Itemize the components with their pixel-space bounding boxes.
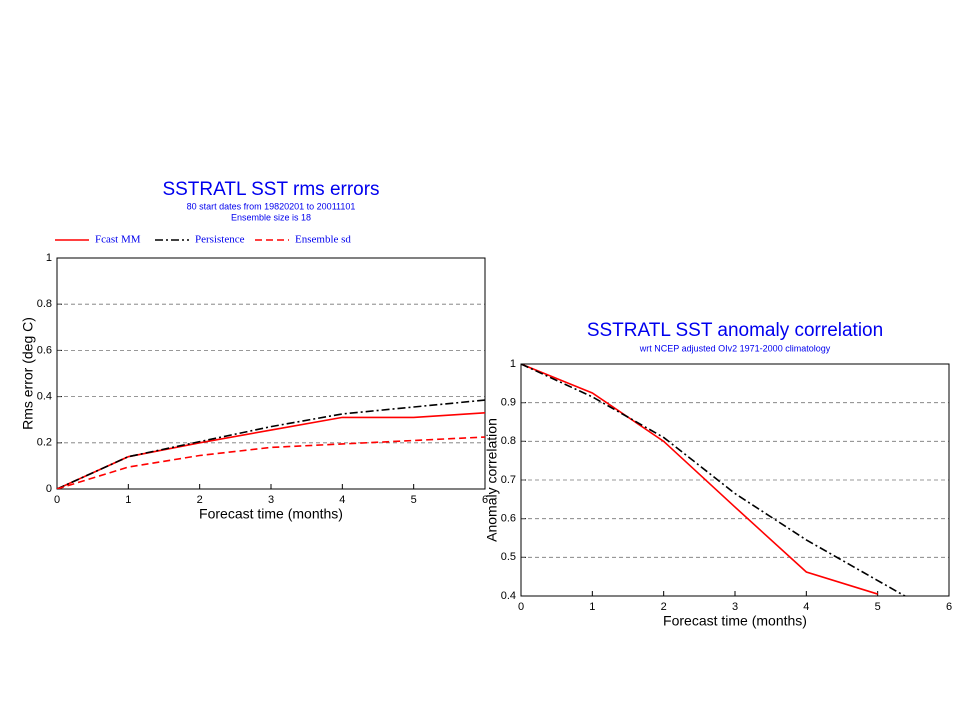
chart-subtitle: Ensemble size is 18 xyxy=(231,212,311,222)
x-tick-label: 2 xyxy=(661,601,667,613)
y-tick-label: 1 xyxy=(46,252,52,264)
x-tick-label: 3 xyxy=(268,494,274,506)
series-line xyxy=(57,436,485,489)
legend-label: Ensemble sd xyxy=(295,234,351,246)
y-tick-label: 0.6 xyxy=(501,513,516,525)
x-tick-label: 3 xyxy=(732,601,738,613)
y-tick-label: 0.8 xyxy=(501,435,516,447)
y-tick-label: 0.2 xyxy=(37,437,52,449)
y-tick-label: 1 xyxy=(510,358,516,370)
legend-label: Fcast MM xyxy=(95,234,141,246)
x-tick-label: 4 xyxy=(339,494,345,506)
x-tick-label: 1 xyxy=(589,601,595,613)
series-line xyxy=(57,399,485,489)
x-tick-label: 0 xyxy=(518,601,524,613)
y-tick-label: 0.5 xyxy=(501,551,516,563)
plot-frame xyxy=(520,363,950,597)
y-tick-label: 0.6 xyxy=(37,344,52,356)
x-tick-label: 6 xyxy=(946,601,952,613)
y-axis-label: Anomaly correlation xyxy=(484,418,500,542)
x-tick-label: 2 xyxy=(197,494,203,506)
y-tick-label: 0 xyxy=(46,483,52,495)
y-tick-label: 0.4 xyxy=(501,590,516,602)
x-axis-label: Forecast time (months) xyxy=(199,506,343,522)
chart-subtitle: wrt NCEP adjusted OIv2 1971-2000 climato… xyxy=(639,343,831,353)
y-axis-label: Rms error (deg C) xyxy=(20,317,36,430)
y-tick-label: 0.8 xyxy=(37,298,52,310)
x-tick-label: 0 xyxy=(54,494,60,506)
x-tick-label: 5 xyxy=(411,494,417,506)
chart-subtitle: 80 start dates from 19820201 to 20011101 xyxy=(187,201,356,211)
x-tick-label: 1 xyxy=(125,494,131,506)
x-axis-label: Forecast time (months) xyxy=(663,613,807,629)
series-line xyxy=(521,364,878,595)
x-tick-label: 5 xyxy=(875,601,881,613)
plot-frame xyxy=(56,257,486,490)
chart-title: SSTRATL SST anomaly correlation xyxy=(587,320,883,341)
series-line xyxy=(57,411,485,489)
legend-label: Persistence xyxy=(195,234,245,246)
chart-title: SSTRATL SST rms errors xyxy=(162,179,379,200)
y-tick-label: 0.4 xyxy=(37,391,52,403)
x-tick-label: 4 xyxy=(803,601,809,613)
y-tick-label: 0.7 xyxy=(501,474,516,486)
y-tick-label: 0.9 xyxy=(501,397,516,409)
series-line xyxy=(521,364,907,596)
x-tick-label: 6 xyxy=(482,494,488,506)
